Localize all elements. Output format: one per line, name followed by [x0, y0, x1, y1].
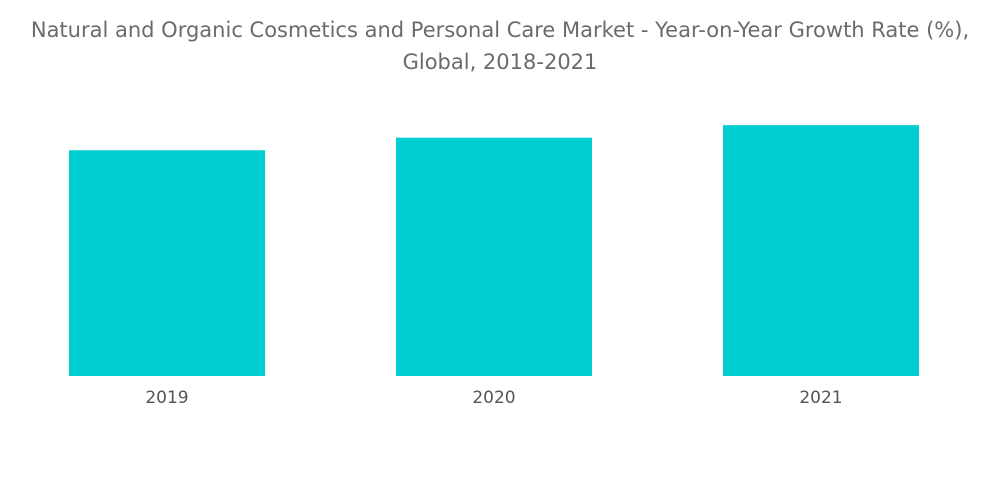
x-tick-label-2021: 2021	[799, 388, 842, 408]
chart-title-line-1: Natural and Organic Cosmetics and Person…	[30, 18, 970, 42]
bar-2019	[69, 150, 265, 376]
chart-title-line-2: Global, 2018-2021	[402, 50, 598, 74]
bar-2020	[396, 137, 592, 376]
x-tick-label-2020: 2020	[472, 388, 515, 408]
bar-2021	[723, 125, 919, 377]
chart-title: Natural and Organic Cosmetics and Person…	[0, 14, 1000, 78]
x-tick-label-2019: 2019	[145, 388, 188, 408]
